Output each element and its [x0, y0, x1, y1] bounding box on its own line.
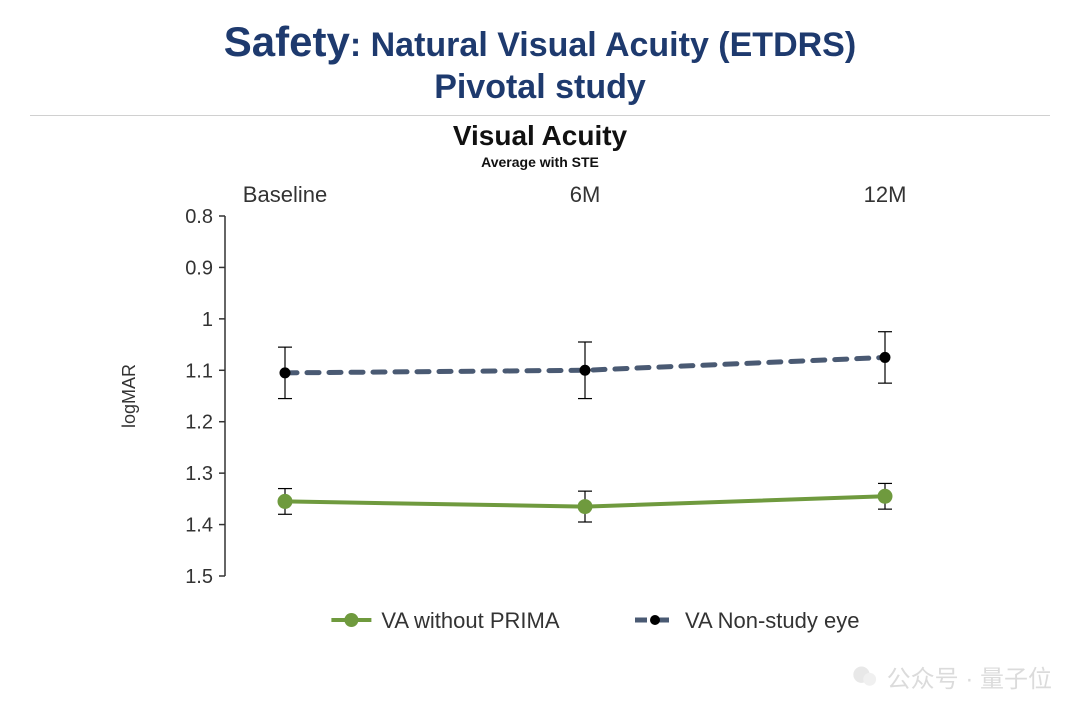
slide: Safety: Natural Visual Acuity (ETDRS) Pi…	[0, 0, 1080, 726]
chart-title: Visual Acuity	[30, 120, 1050, 152]
slide-title-strong: Safety	[224, 18, 350, 65]
svg-text:0.9: 0.9	[185, 257, 213, 279]
watermark-text: 公众号 · 量子位	[887, 659, 1052, 694]
svg-text:VA without PRIMA: VA without PRIMA	[381, 608, 559, 633]
svg-text:logMAR: logMAR	[119, 364, 139, 428]
slide-title-rest: : Natural Visual Acuity (ETDRS)	[350, 26, 856, 64]
chart-subtitle: Average with STE	[30, 154, 1050, 170]
svg-text:1.4: 1.4	[185, 515, 213, 537]
svg-text:1: 1	[202, 309, 213, 331]
visual-acuity-chart: 0.8 0.9 1 1.1 1.2 1.3 1.4 1.5 logMAR Baseline 6M 12…	[95, 170, 985, 646]
svg-text:1.1: 1.1	[185, 360, 213, 382]
svg-text:1.3: 1.3	[185, 463, 213, 485]
slide-title-line2: Pivotal study	[30, 68, 1050, 107]
svg-text:6M: 6M	[570, 182, 601, 207]
svg-text:VA Non-study eye: VA Non-study eye	[685, 608, 859, 633]
slide-title-line1: Safety: Natural Visual Acuity (ETDRS)	[30, 18, 1050, 66]
slide-title-block: Safety: Natural Visual Acuity (ETDRS) Pi…	[30, 18, 1050, 107]
chart-holder: 0.8 0.9 1 1.1 1.2 1.3 1.4 1.5 logMAR Baseline 6M 12…	[30, 170, 1050, 646]
wechat-icon	[851, 663, 879, 691]
svg-text:12M: 12M	[864, 182, 907, 207]
svg-text:Baseline: Baseline	[243, 182, 327, 207]
watermark: 公众号 · 量子位	[851, 659, 1052, 694]
divider	[30, 115, 1050, 116]
svg-text:1.5: 1.5	[185, 566, 213, 588]
svg-text:0.8: 0.8	[185, 206, 213, 228]
svg-text:1.2: 1.2	[185, 412, 213, 434]
